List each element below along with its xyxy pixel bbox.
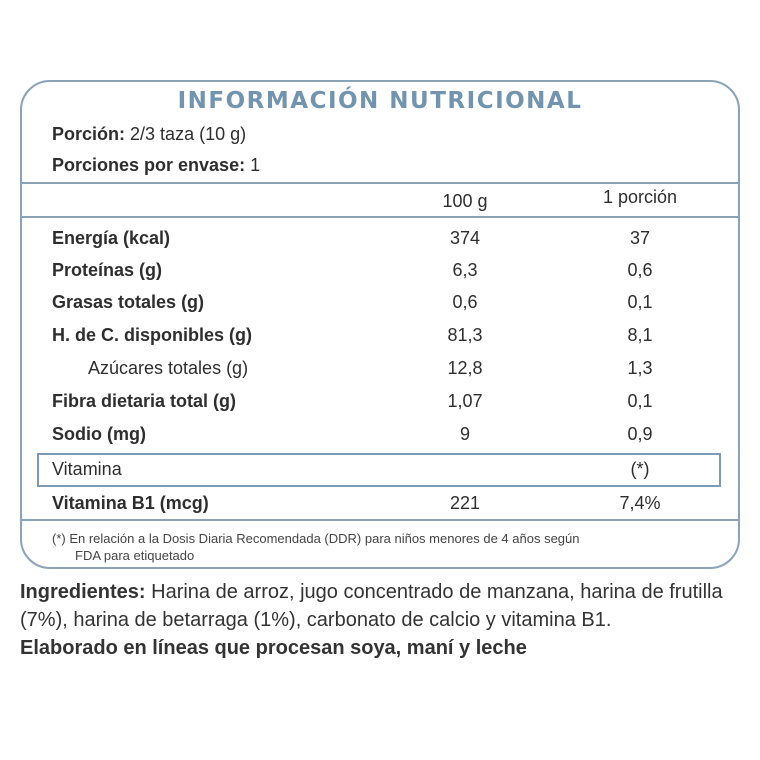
footnote-line2: FDA para etiquetado bbox=[75, 548, 195, 563]
ingredients: Ingredientes: Harina de arroz, jugo conc… bbox=[20, 578, 742, 662]
ingredients-label: Ingredientes: bbox=[20, 581, 146, 603]
row-name: H. de C. disponibles (g) bbox=[52, 325, 253, 345]
value-100g: 374 bbox=[449, 228, 481, 248]
vitamin-header-box bbox=[37, 453, 721, 487]
portions-per-pack: Porciones por envase: 1 bbox=[52, 155, 260, 176]
vitamin-header-note: (*) bbox=[630, 459, 650, 479]
portion-label: Porción: bbox=[52, 124, 126, 144]
row-name: Sodio (mg) bbox=[52, 424, 146, 444]
divider bbox=[21, 182, 738, 184]
row-name: Azúcares totales (g) bbox=[88, 358, 249, 378]
row-name: Energía (kcal) bbox=[52, 228, 171, 248]
value-portion: 0,9 bbox=[627, 424, 653, 444]
value-100g: 6,3 bbox=[452, 260, 478, 280]
ppp-label: Porciones por envase: bbox=[52, 155, 246, 175]
col-header-100g: 100 g bbox=[442, 191, 488, 211]
col-header-portion: 1 porción bbox=[602, 187, 678, 207]
divider bbox=[21, 519, 738, 521]
row-name: Grasas totales (g) bbox=[52, 292, 205, 312]
value-100g: 9 bbox=[459, 424, 470, 444]
value-100g: 221 bbox=[449, 493, 481, 513]
value-100g: 12,8 bbox=[447, 358, 483, 378]
footnote-mark: (*) bbox=[52, 531, 66, 546]
row-name: Vitamina B1 (mcg) bbox=[52, 493, 209, 513]
row-name: Fibra dietaria total (g) bbox=[52, 391, 237, 411]
panel-title: INFORMACIÓN NUTRICIONAL bbox=[177, 88, 583, 114]
portion-value: 2/3 taza (10 g) bbox=[130, 124, 247, 144]
value-portion: 0,6 bbox=[627, 260, 653, 280]
value-portion: 1,3 bbox=[627, 358, 653, 378]
ingredients-text: Harina de arroz, jugo concentrado de man… bbox=[20, 581, 723, 631]
value-100g: 1,07 bbox=[447, 391, 483, 411]
vitamin-header-label: Vitamina bbox=[52, 459, 122, 479]
value-portion: 7,4% bbox=[619, 493, 661, 513]
value-portion: 0,1 bbox=[627, 292, 653, 312]
footnote-line1: En relación a la Dosis Diaria Recomendad… bbox=[69, 531, 580, 546]
row-name: Proteínas (g) bbox=[52, 260, 163, 280]
portion: Porción: 2/3 taza (10 g) bbox=[52, 124, 246, 145]
value-portion: 8,1 bbox=[627, 325, 653, 345]
allergen-note: Elaborado en líneas que procesan soya, m… bbox=[20, 637, 527, 659]
nutrition-panel bbox=[20, 80, 740, 569]
value-100g: 81,3 bbox=[447, 325, 483, 345]
value-portion: 37 bbox=[629, 228, 651, 248]
divider bbox=[21, 216, 738, 218]
value-portion: 0,1 bbox=[627, 391, 653, 411]
ppp-value: 1 bbox=[250, 155, 261, 175]
footnote: (*) En relación a la Dosis Diaria Recome… bbox=[52, 530, 580, 564]
value-100g: 0,6 bbox=[452, 292, 478, 312]
